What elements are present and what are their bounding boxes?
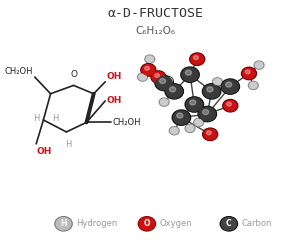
Circle shape (155, 73, 160, 78)
Circle shape (250, 82, 257, 89)
Circle shape (141, 64, 156, 76)
Circle shape (186, 125, 194, 132)
Circle shape (191, 54, 204, 64)
Circle shape (186, 98, 203, 111)
Circle shape (221, 79, 239, 94)
Text: OH: OH (106, 72, 122, 81)
Circle shape (245, 70, 250, 74)
Circle shape (198, 106, 217, 122)
Circle shape (152, 72, 165, 82)
Circle shape (155, 75, 173, 91)
Text: H: H (52, 114, 59, 123)
Text: OH: OH (36, 147, 52, 156)
Text: O: O (144, 219, 150, 228)
Circle shape (146, 56, 154, 62)
Circle shape (156, 76, 172, 90)
Text: Oxygen: Oxygen (160, 219, 193, 228)
Circle shape (56, 218, 71, 230)
Circle shape (226, 102, 231, 106)
Circle shape (159, 98, 169, 106)
Circle shape (165, 78, 172, 84)
Circle shape (194, 56, 198, 60)
Circle shape (160, 78, 166, 84)
Circle shape (202, 84, 221, 99)
Circle shape (138, 73, 148, 81)
Circle shape (243, 68, 255, 79)
Circle shape (164, 77, 173, 85)
Circle shape (224, 100, 237, 111)
Circle shape (145, 66, 149, 70)
Circle shape (226, 82, 232, 87)
Text: C: C (226, 219, 232, 228)
Circle shape (214, 79, 221, 85)
Circle shape (55, 217, 72, 231)
Text: α-D-FRUCTOSE: α-D-FRUCTOSE (107, 7, 203, 20)
Circle shape (206, 131, 211, 135)
Text: H: H (60, 219, 67, 228)
Text: Carbon: Carbon (242, 219, 272, 228)
Text: H: H (33, 114, 39, 123)
Circle shape (145, 55, 155, 63)
Circle shape (160, 99, 168, 105)
Circle shape (194, 118, 204, 126)
Circle shape (190, 53, 205, 65)
Circle shape (199, 107, 215, 121)
Circle shape (181, 67, 199, 82)
Circle shape (190, 100, 196, 105)
Circle shape (204, 129, 217, 140)
Circle shape (204, 85, 220, 98)
Circle shape (223, 99, 238, 112)
Text: OH: OH (106, 96, 122, 105)
Circle shape (166, 85, 182, 98)
Circle shape (172, 110, 190, 125)
Text: O: O (70, 70, 77, 79)
Circle shape (142, 65, 155, 75)
Circle shape (170, 128, 178, 134)
Circle shape (173, 111, 190, 124)
Circle shape (177, 113, 183, 118)
Text: C₆H₁₂O₆: C₆H₁₂O₆ (136, 26, 175, 36)
Circle shape (203, 128, 218, 141)
Circle shape (195, 119, 202, 126)
Circle shape (255, 62, 263, 68)
Text: Hydrogen: Hydrogen (76, 219, 118, 228)
Circle shape (140, 218, 154, 230)
Circle shape (207, 87, 213, 92)
Circle shape (169, 127, 179, 135)
Circle shape (185, 124, 195, 132)
Circle shape (220, 217, 238, 231)
Text: CH₂OH: CH₂OH (5, 67, 33, 76)
Circle shape (169, 87, 176, 92)
Circle shape (185, 97, 204, 112)
Circle shape (221, 218, 236, 230)
Circle shape (138, 217, 155, 231)
Circle shape (151, 71, 166, 83)
Text: H: H (64, 140, 71, 149)
Circle shape (222, 80, 238, 93)
Circle shape (212, 78, 222, 86)
Text: CH₂OH: CH₂OH (112, 118, 141, 127)
Circle shape (165, 84, 183, 99)
Circle shape (139, 74, 146, 80)
Circle shape (182, 68, 198, 81)
Circle shape (242, 67, 256, 80)
Circle shape (185, 70, 191, 75)
Circle shape (254, 61, 264, 69)
Circle shape (248, 81, 258, 90)
Circle shape (202, 109, 209, 114)
